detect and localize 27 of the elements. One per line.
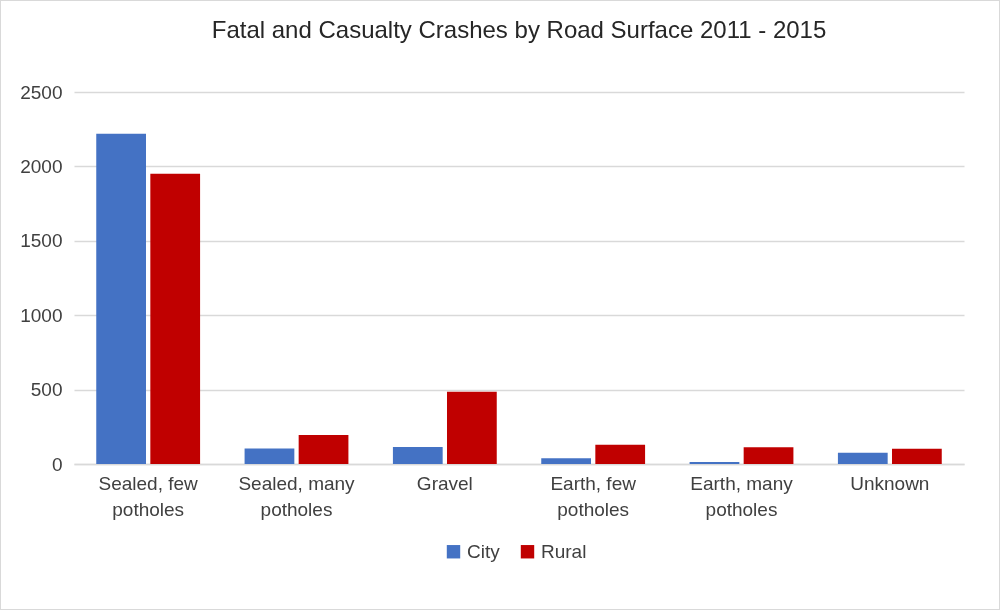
x-tick-label: Earth, few potholes (550, 472, 637, 520)
bar (743, 447, 794, 464)
x-tick-label: Earth, many potholes (690, 472, 794, 520)
legend-label: Rural (541, 540, 587, 562)
bar (447, 391, 497, 464)
bar (595, 444, 646, 464)
bar (689, 461, 740, 464)
y-tick-label: 1000 (20, 304, 63, 326)
bar (837, 452, 888, 464)
bar (541, 458, 591, 464)
y-tick-label: 2500 (20, 81, 63, 103)
y-tick-label: 1500 (20, 230, 63, 252)
x-tick-label: Gravel (416, 472, 473, 494)
x-tick-label: Unknown (850, 472, 930, 494)
legend-label: City (467, 540, 501, 562)
y-tick-label: 0 (51, 453, 63, 475)
x-tick-label: Sealed, few potholes (98, 472, 199, 520)
bar (96, 133, 146, 464)
bar (150, 173, 201, 464)
bar (244, 448, 295, 464)
chart-title: Fatal and Casualty Crashes by Road Surface 2011 - 2015 (211, 16, 827, 43)
bar (892, 448, 942, 464)
x-tick-label: Sealed, many potholes (238, 472, 356, 520)
y-tick-label: 2000 (20, 155, 63, 177)
bar (392, 446, 443, 464)
y-tick-label: 500 (30, 379, 63, 401)
bar (298, 434, 349, 464)
